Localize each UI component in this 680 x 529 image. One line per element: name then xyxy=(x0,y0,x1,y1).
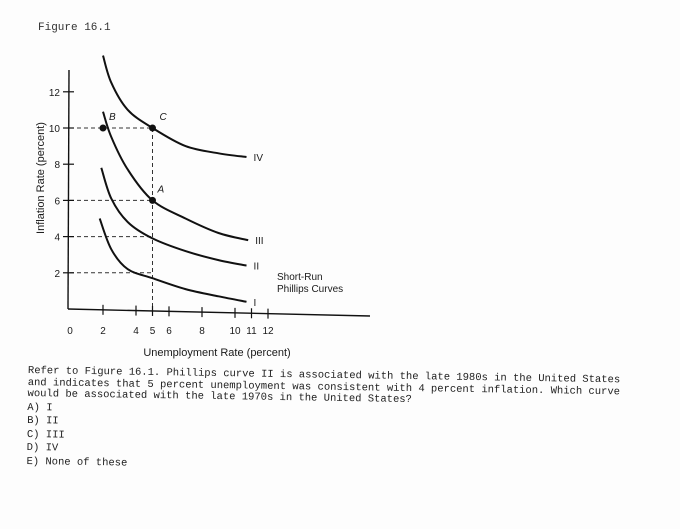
curve-I xyxy=(98,218,247,303)
x-tick-label-5: 5 xyxy=(150,326,156,337)
reference-lines xyxy=(70,127,153,309)
question-block: Refer to Figure 16.1. Phillips curve II … xyxy=(26,365,640,479)
y-tick-label-12: 12 xyxy=(49,88,61,99)
axes xyxy=(67,69,371,317)
y-tick-label-10: 10 xyxy=(49,124,61,135)
curve-III xyxy=(102,111,249,242)
point-label-A: A xyxy=(157,184,165,195)
y-tick-label-8: 8 xyxy=(54,160,60,171)
curve-label-III: III xyxy=(255,236,263,247)
x-tick-label-12: 12 xyxy=(262,326,274,337)
annotation-line-1: Phillips Curves xyxy=(277,284,343,295)
y-tick-label-6: 6 xyxy=(54,196,60,207)
curve-label-I: I xyxy=(254,298,257,309)
x-tick-label-8: 8 xyxy=(199,326,205,337)
x-axis-line xyxy=(67,308,371,317)
annotation-line-0: Short-Run xyxy=(277,272,323,283)
x-tick-label-4: 4 xyxy=(133,326,139,337)
curve-IV xyxy=(102,55,247,158)
point-markers: B C A xyxy=(99,112,168,204)
y-tick-label-2: 2 xyxy=(54,269,60,280)
point-C xyxy=(149,124,156,132)
curve-label-II: II xyxy=(254,262,260,273)
x-tick-label-2: 2 xyxy=(100,326,106,337)
answer-options: A) I B) II C) III D) IV E) None of these xyxy=(26,401,639,479)
curve-II xyxy=(100,167,247,267)
y-tick-label-4: 4 xyxy=(54,233,60,244)
x-tick-label-10: 10 xyxy=(229,326,241,337)
y-axis-line xyxy=(67,69,70,310)
x-axis-label: Unemployment Rate (percent) xyxy=(143,347,290,359)
x-tick-label-0: 0 xyxy=(67,326,73,337)
x-tick-label-6: 6 xyxy=(166,326,172,337)
figure-label: Figure 16.1 xyxy=(38,22,111,34)
curve-label-IV: IV xyxy=(254,153,264,164)
point-B xyxy=(99,124,107,132)
point-label-B: B xyxy=(109,112,116,123)
y-axis-label: Inflation Rate (percent) xyxy=(35,122,47,234)
point-A xyxy=(149,196,156,204)
point-label-C: C xyxy=(160,112,168,123)
short-run-phillips-curves-annotation: Short-Run Phillips Curves xyxy=(277,272,343,295)
x-tick-label-11: 11 xyxy=(246,326,257,337)
